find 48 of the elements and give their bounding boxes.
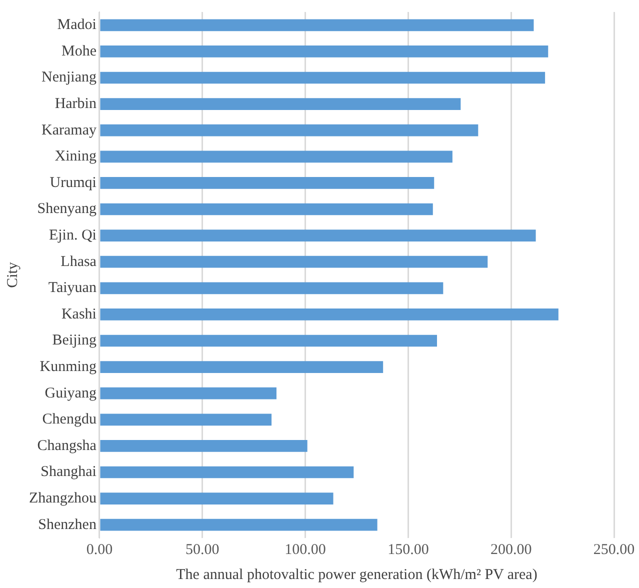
y-tick-label: Lhasa — [60, 254, 97, 270]
bar — [100, 46, 548, 58]
y-tick-label: Kunming — [40, 358, 97, 375]
x-axis-title: The annual photovaltic power generation (kWh/m² PV area) — [176, 566, 538, 583]
bar — [100, 203, 433, 216]
x-tick-label: 100.00 — [284, 542, 326, 558]
bar — [100, 440, 308, 452]
y-tick-label: Zhangzhou — [28, 490, 97, 506]
bar — [100, 414, 272, 426]
y-tick-label: Shenyang — [37, 201, 97, 218]
bar — [100, 98, 461, 110]
bar — [100, 518, 378, 531]
y-tick-label: Mohe — [61, 43, 97, 60]
y-tick-label: Changsha — [37, 438, 97, 454]
bar — [100, 19, 534, 32]
bar — [100, 282, 444, 294]
y-tick-label: Urumqi — [50, 174, 96, 191]
bar — [100, 387, 276, 400]
bar — [100, 256, 488, 268]
x-tick-label: 50.00 — [186, 542, 220, 558]
y-tick-label: Harbin — [54, 96, 97, 112]
y-tick-label: Kashi — [61, 306, 96, 322]
y-tick-label: Xining — [54, 148, 97, 165]
y-tick-label: Chengdu — [42, 412, 97, 428]
bar — [100, 230, 536, 242]
y-tick-label: Ejin. Qi — [48, 227, 96, 244]
bar — [100, 308, 558, 320]
y-tick-label: Madoi — [57, 17, 96, 34]
x-tick-label: 250.00 — [593, 542, 635, 558]
bar — [100, 492, 334, 504]
bar — [100, 72, 546, 84]
x-tick-label: 200.00 — [490, 542, 532, 558]
y-axis-title: City — [4, 262, 21, 288]
x-tick-label: 0.00 — [86, 542, 113, 558]
y-tick-label: Nenjiang — [41, 70, 97, 86]
bar — [100, 124, 478, 136]
bar — [100, 177, 434, 189]
y-tick-label: Guiyang — [44, 385, 97, 402]
bar — [100, 361, 384, 373]
y-tick-label: Taiyuan — [48, 280, 97, 296]
y-tick-label: Shanghai — [40, 464, 96, 480]
y-tick-label: Shenzhen — [38, 516, 97, 533]
bar — [100, 466, 354, 478]
y-tick-label: Beijing — [52, 332, 97, 349]
bar — [100, 150, 452, 163]
bar — [100, 334, 438, 347]
x-tick-label: 150.00 — [388, 542, 429, 558]
y-tick-label: Karamay — [42, 122, 97, 138]
